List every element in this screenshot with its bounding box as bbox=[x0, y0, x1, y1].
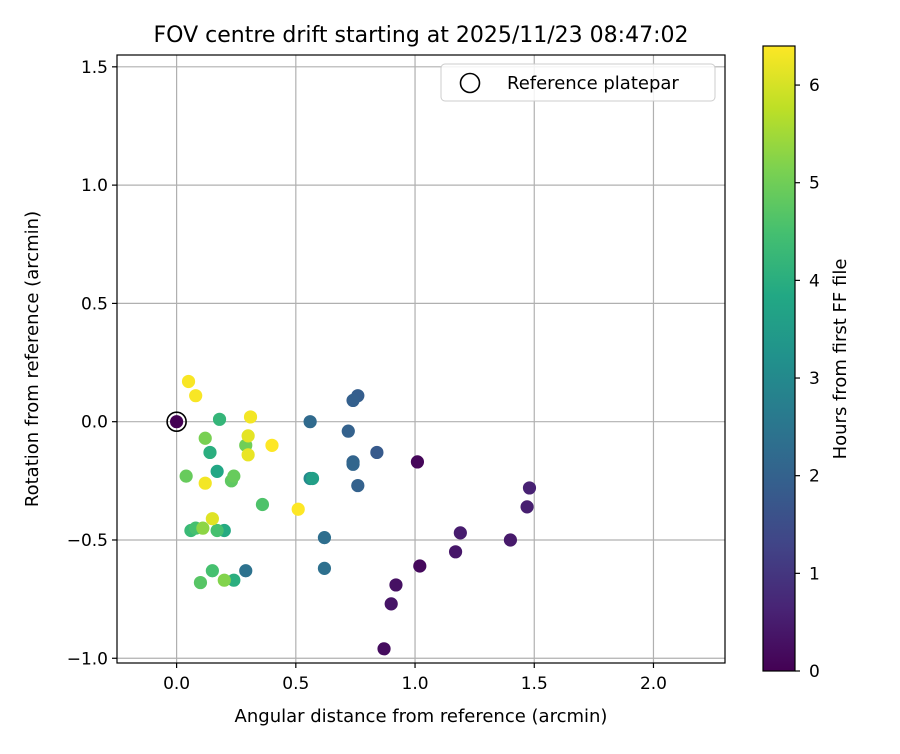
data-point bbox=[303, 415, 317, 429]
data-point bbox=[265, 438, 279, 452]
data-point bbox=[522, 481, 537, 495]
colorbar: 0 1 2 3 4 5 6 Hours from first FF file bbox=[762, 45, 851, 682]
colorbar-tick-label: 3 bbox=[809, 369, 820, 389]
data-point bbox=[212, 412, 227, 426]
data-point bbox=[181, 374, 196, 389]
x-tick-label: 2.0 bbox=[640, 674, 667, 694]
legend-reference-label: Reference platepar bbox=[507, 73, 679, 94]
y-tick-label: 1.5 bbox=[81, 58, 108, 78]
data-point bbox=[196, 521, 210, 535]
data-point bbox=[239, 564, 253, 578]
colorbar-label: Hours from first FF file bbox=[830, 259, 851, 460]
x-tick-label: 0.0 bbox=[163, 674, 190, 694]
data-point bbox=[520, 500, 534, 514]
x-tick-label: 1.0 bbox=[402, 674, 429, 694]
data-point bbox=[170, 415, 184, 429]
colorbar-tick-label: 5 bbox=[809, 174, 820, 194]
colorbar-tick-label: 2 bbox=[809, 467, 820, 487]
x-tick-label: 0.5 bbox=[282, 674, 309, 694]
x-axis-label: Angular distance from reference (arcmin) bbox=[235, 706, 608, 727]
x-axis-ticks: 0.0 0.5 1.0 1.5 2.0 bbox=[163, 663, 667, 694]
data-point bbox=[346, 457, 360, 471]
plot-frame bbox=[116, 54, 726, 664]
data-point bbox=[346, 393, 360, 408]
colorbar-tick-label: 4 bbox=[809, 271, 820, 291]
reference-platepar-marker bbox=[166, 411, 187, 432]
data-point bbox=[210, 464, 224, 478]
data-point bbox=[255, 497, 270, 512]
data-point bbox=[243, 410, 258, 424]
colorbar-gradient bbox=[762, 45, 796, 672]
y-tick-label: 1.0 bbox=[81, 176, 108, 196]
legend-box bbox=[440, 63, 716, 102]
data-point bbox=[193, 575, 208, 590]
y-axis-ticks: −1.0 −0.5 0.0 0.5 1.0 1.5 bbox=[67, 58, 117, 669]
data-point bbox=[317, 531, 332, 545]
y-tick-label: −1.0 bbox=[67, 649, 108, 669]
data-point bbox=[305, 471, 320, 486]
data-point bbox=[377, 642, 391, 656]
y-tick-label: −0.5 bbox=[67, 531, 108, 551]
y-tick-label: 0.0 bbox=[81, 413, 108, 433]
data-point bbox=[317, 561, 332, 575]
data-point bbox=[370, 445, 384, 460]
chart-title: FOV centre drift starting at 2025/11/23 … bbox=[154, 23, 689, 48]
colorbar-tick-label: 0 bbox=[809, 662, 820, 682]
colorbar-ticks: 0 1 2 3 4 5 6 bbox=[795, 76, 820, 682]
data-point bbox=[205, 512, 219, 526]
data-point bbox=[341, 424, 355, 438]
data-points bbox=[166, 374, 537, 656]
data-point bbox=[291, 502, 305, 516]
data-point bbox=[351, 478, 365, 493]
data-point bbox=[217, 573, 231, 587]
data-point bbox=[503, 533, 518, 547]
data-point bbox=[410, 455, 425, 469]
data-point bbox=[210, 523, 224, 538]
data-point bbox=[227, 469, 241, 483]
y-tick-label: 0.5 bbox=[81, 294, 108, 314]
data-point bbox=[179, 469, 193, 483]
y-axis-label: Rotation from reference (arcmin) bbox=[22, 211, 43, 507]
data-point bbox=[227, 573, 241, 587]
data-point bbox=[413, 559, 427, 573]
data-point bbox=[205, 564, 219, 578]
x-tick-label: 1.5 bbox=[521, 674, 548, 694]
data-point bbox=[203, 445, 217, 460]
data-point bbox=[198, 476, 212, 490]
data-point bbox=[189, 389, 203, 403]
data-point bbox=[453, 526, 467, 540]
data-point bbox=[384, 597, 398, 611]
data-point bbox=[389, 578, 403, 592]
data-point bbox=[198, 431, 212, 445]
colorbar-tick-label: 1 bbox=[809, 564, 820, 584]
legend-reference-marker bbox=[459, 72, 481, 94]
data-point bbox=[448, 545, 463, 559]
data-point bbox=[241, 448, 255, 462]
data-point bbox=[241, 429, 255, 443]
colorbar-tick-label: 6 bbox=[809, 76, 820, 96]
legend: Reference platepar bbox=[440, 63, 716, 102]
grid bbox=[117, 55, 725, 663]
